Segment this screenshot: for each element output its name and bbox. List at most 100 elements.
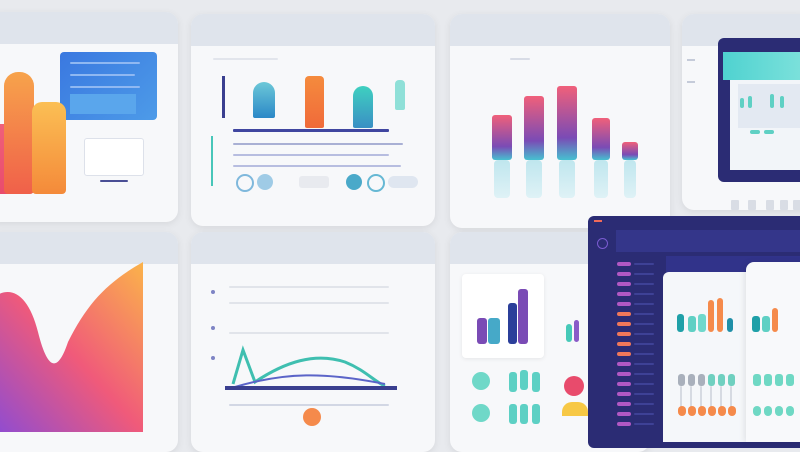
chart-bar bbox=[532, 404, 540, 424]
menu-item bbox=[617, 322, 631, 326]
bar-shadow bbox=[594, 160, 608, 198]
indicator bbox=[728, 374, 735, 386]
circle-icon[interactable] bbox=[367, 174, 385, 192]
thumbnail bbox=[731, 200, 739, 210]
indicator bbox=[753, 406, 761, 416]
indicator bbox=[688, 374, 695, 386]
thumbnail bbox=[748, 200, 756, 210]
chart-bar bbox=[750, 130, 760, 134]
card-bars bbox=[663, 272, 759, 442]
chart-bar bbox=[492, 115, 512, 160]
chart-bar bbox=[520, 370, 528, 390]
indicator bbox=[718, 374, 725, 386]
chart-bar bbox=[748, 96, 752, 108]
menu-item-line bbox=[634, 413, 654, 415]
indicator bbox=[718, 406, 726, 416]
indicator bbox=[786, 374, 794, 386]
chart-bar bbox=[488, 318, 500, 344]
circle-icon[interactable] bbox=[346, 174, 362, 190]
chart-bar bbox=[477, 318, 487, 344]
menu-item bbox=[617, 332, 631, 336]
chart-bar bbox=[592, 118, 610, 160]
chart-bar bbox=[677, 314, 684, 332]
circle-icon[interactable] bbox=[236, 174, 254, 192]
line-chart bbox=[225, 345, 397, 390]
bar-shadow bbox=[559, 160, 575, 198]
chart-bar bbox=[524, 96, 544, 160]
toggle-button[interactable] bbox=[388, 176, 418, 188]
circle-icon[interactable] bbox=[257, 174, 273, 190]
menu-item bbox=[617, 282, 631, 286]
menu-item-line bbox=[634, 283, 654, 285]
circle-icon[interactable] bbox=[303, 408, 321, 426]
menu-item-line bbox=[634, 263, 654, 265]
indicator bbox=[775, 406, 783, 416]
menu-item-line bbox=[634, 293, 654, 295]
avatar[interactable] bbox=[597, 238, 608, 249]
chart-bar bbox=[566, 324, 572, 342]
chart-bar bbox=[688, 316, 696, 332]
chart-bar bbox=[752, 316, 760, 332]
menu-item bbox=[617, 312, 631, 316]
menu-item-line bbox=[634, 313, 654, 315]
menu-item bbox=[617, 262, 631, 266]
panel-header bbox=[0, 232, 178, 264]
menu-item-line bbox=[634, 343, 654, 345]
chart-bar bbox=[253, 82, 275, 118]
menu-item bbox=[617, 362, 631, 366]
indicator bbox=[775, 374, 783, 386]
phone-mockup bbox=[718, 38, 800, 182]
menu-item bbox=[617, 272, 631, 276]
indicator bbox=[728, 406, 736, 416]
thumbnail bbox=[766, 200, 774, 210]
chart-bar bbox=[532, 372, 540, 392]
chart-bar bbox=[698, 314, 706, 332]
chart-bar bbox=[518, 289, 528, 344]
menu-item-line bbox=[634, 333, 654, 335]
chart-bar bbox=[520, 404, 528, 424]
chart-bar bbox=[509, 404, 517, 424]
panel-header bbox=[0, 12, 178, 44]
chart-bar bbox=[717, 298, 723, 332]
indicator-line bbox=[730, 386, 732, 412]
indicator bbox=[764, 374, 772, 386]
menu-item-line bbox=[634, 393, 654, 395]
menu-item-line bbox=[634, 423, 654, 425]
indicator bbox=[688, 406, 696, 416]
panel-area-chart bbox=[0, 232, 178, 452]
thumbnail bbox=[780, 200, 788, 210]
pill-button[interactable] bbox=[299, 176, 329, 188]
area-chart bbox=[0, 262, 143, 432]
chart-bar bbox=[770, 94, 774, 108]
menu-item-line bbox=[634, 373, 654, 375]
panel-header bbox=[450, 14, 670, 46]
menu-item bbox=[617, 342, 631, 346]
indicator bbox=[708, 374, 715, 386]
circle-icon[interactable] bbox=[472, 372, 490, 390]
indicator bbox=[764, 406, 772, 416]
indicator-line bbox=[700, 386, 702, 412]
chart-bar bbox=[557, 86, 577, 160]
menu-item-line bbox=[634, 383, 654, 385]
indicator bbox=[753, 374, 761, 386]
panel-phone bbox=[682, 14, 800, 210]
menu-item bbox=[617, 412, 631, 416]
circle-icon[interactable] bbox=[472, 404, 490, 422]
chart-bar bbox=[353, 86, 373, 128]
cylinder-bar bbox=[32, 102, 66, 194]
menu-item-line bbox=[634, 323, 654, 325]
indicator-line bbox=[690, 386, 692, 412]
menu-item-line bbox=[634, 353, 654, 355]
bar-shadow bbox=[526, 160, 542, 198]
bar-shadow bbox=[624, 160, 636, 198]
indicator bbox=[698, 406, 706, 416]
indicator bbox=[678, 374, 685, 386]
chart-bar bbox=[772, 308, 778, 332]
menu-item bbox=[617, 382, 631, 386]
panel-line-chart bbox=[191, 232, 435, 452]
chart-bar bbox=[622, 142, 638, 160]
chart-bar bbox=[574, 320, 579, 342]
panel-header bbox=[191, 232, 435, 264]
menu-item bbox=[617, 402, 631, 406]
chart-bar bbox=[305, 76, 324, 128]
